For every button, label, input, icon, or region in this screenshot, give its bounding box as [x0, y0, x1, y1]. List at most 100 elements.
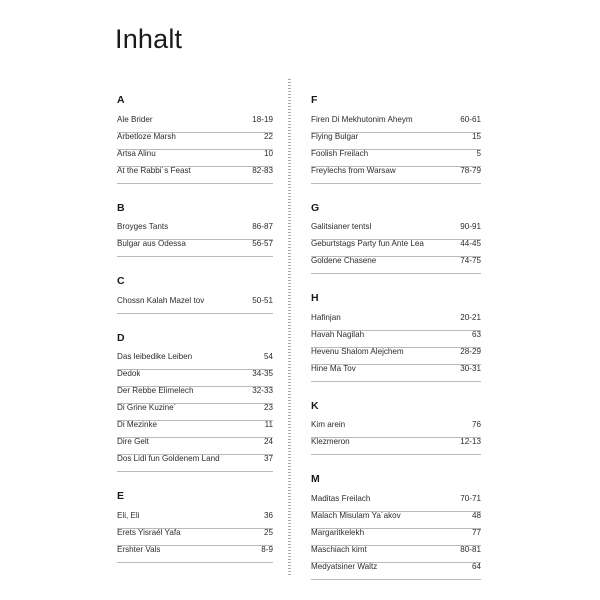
toc-section-c: C Chossn Kalah Mazel tov 50-51: [117, 276, 273, 314]
toc-entry-page-number: 76: [471, 421, 481, 429]
toc-entry-page-number: 82-83: [252, 166, 273, 175]
toc-entry[interactable]: Eli, Eli 36: [117, 512, 273, 529]
toc-entry[interactable]: Maditas Freilach 70-71: [311, 495, 481, 512]
page-title: Inhalt: [115, 24, 183, 54]
toc-entry-page-number: 34-35: [252, 370, 273, 378]
toc-entry[interactable]: Ershter Vals 8-9: [117, 546, 273, 563]
toc-entry-page-number: 63: [471, 330, 481, 339]
toc-entry[interactable]: Chossn Kalah Mazel tov 50-51: [117, 297, 273, 314]
toc-entry[interactable]: Havah Nagilah 63: [311, 331, 481, 348]
toc-entry-page-number: 80-81: [460, 545, 481, 554]
toc-entry[interactable]: Margaritkelekh 77: [311, 529, 481, 546]
toc-entry-title: Flying Bulgar: [311, 132, 359, 141]
toc-entry[interactable]: Goldene Chasene 74-75: [311, 257, 481, 274]
toc-section-m: M Maditas Freilach 70-71 Malach Misulam Ya´…: [311, 474, 481, 580]
toc-entry-page-number: 86-87: [252, 223, 273, 231]
toc-entry-title: Freylechs from Warsaw: [311, 166, 396, 175]
toc-entry-page-number: 54: [263, 353, 273, 361]
toc-entry-title: Hine Ma Tov: [311, 364, 356, 373]
toc-entry[interactable]: Galitsianer tentsl 90-91: [311, 223, 481, 240]
toc-entry-title: Hevenu Shalom Alejchem: [311, 347, 404, 356]
section-spacer: [311, 184, 481, 203]
toc-entry[interactable]: Klezmeron 12-13: [311, 438, 481, 455]
toc-entry-page-number: 48: [471, 511, 481, 520]
section-spacer: [311, 274, 481, 293]
toc-entry-page-number: 50-51: [252, 296, 273, 305]
toc-entry-title: Chossn Kalah Mazel tov: [117, 296, 205, 305]
toc-entry[interactable]: Dos Lidl fun Goldenem Land 37: [117, 455, 273, 472]
section-spacer: [117, 314, 273, 333]
toc-entry-page-number: 24: [263, 438, 273, 446]
toc-entry[interactable]: Firen Di Mekhutonim Aheym 60-61: [311, 116, 481, 133]
toc-entry-page-number: 15: [471, 132, 481, 141]
toc-column-right: F Firen Di Mekhutonim Aheym 60-61 Flying Bu…: [311, 95, 481, 580]
toc-entry-title: Klezmeron: [311, 438, 350, 446]
toc-entry-title: Der Rebbe Elimelech: [117, 387, 194, 395]
toc-entry-title: Di Grine Kuzine´: [117, 404, 177, 412]
toc-entry-title: Medyatsiner Waltz: [311, 562, 378, 571]
toc-entry-title: Maschiach kimt: [311, 545, 367, 554]
toc-entry[interactable]: Artsa Alinu 10: [117, 150, 273, 167]
toc-entry-title: Arbetloze Marsh: [117, 132, 176, 141]
section-letter-heading: M: [311, 473, 321, 485]
toc-entry[interactable]: At the Rabbi´s Feast 82-83: [117, 167, 273, 184]
toc-entry-title: Broyges Tants: [117, 223, 169, 231]
toc-entry-title: Foolish Freilach: [311, 149, 369, 158]
toc-entry[interactable]: Bulgar aus Odessa 56-57: [117, 240, 273, 257]
toc-entry-page-number: 56-57: [252, 240, 273, 248]
toc-entry-page-number: 64: [471, 562, 481, 571]
toc-entry[interactable]: Freylechs from Warsaw 78-79: [311, 167, 481, 184]
toc-entry-title: Hafinjan: [311, 313, 341, 322]
toc-entry[interactable]: Das leibedike Leiben 54: [117, 353, 273, 370]
section-letter-heading: C: [117, 275, 125, 287]
toc-entry-page-number: 23: [263, 404, 273, 412]
section-letter-heading: D: [117, 331, 125, 344]
toc-entry[interactable]: Hevenu Shalom Alejchem 28-29: [311, 348, 481, 365]
toc-entry-title: Firen Di Mekhutonim Aheym: [311, 115, 413, 124]
toc-section-f: F Firen Di Mekhutonim Aheym 60-61 Flying Bu…: [311, 95, 481, 184]
toc-entry[interactable]: Broyges Tants 86-87: [117, 223, 273, 240]
toc-entry[interactable]: Kim arein 76: [311, 421, 481, 438]
section-letter-heading: F: [311, 94, 318, 106]
toc-section-g: G Galitsianer tentsl 90-91 Geburtstags Part…: [311, 201, 481, 274]
toc-entry[interactable]: Dedok 34-35: [117, 370, 273, 387]
toc-section-h: H Hafinjan 20-21 Havah Nagilah 63 Hevenu Shal…: [311, 293, 481, 382]
toc-entry-page-number: 36: [263, 511, 273, 520]
toc-entry-page-number: 37: [263, 455, 273, 463]
toc-entry-page-number: 5: [476, 149, 481, 158]
toc-entry[interactable]: Geburtstags Party fun Ante Lea 44-45: [311, 240, 481, 257]
toc-entry[interactable]: Der Rebbe Elimelech 32-33: [117, 387, 273, 404]
toc-entry-title: Kim arein: [311, 421, 346, 429]
toc-section-a: A Ale Brider 18-19 Arbetloze Marsh 22 Artsa A…: [117, 95, 273, 184]
section-letter-heading: H: [311, 292, 319, 304]
toc-section-b: B Broyges Tants 86-87 Bulgar aus Odessa 56-5…: [117, 202, 273, 257]
toc-entry[interactable]: Di Mezinke 11: [117, 421, 273, 438]
toc-entry-title: Galitsianer tentsl: [311, 223, 372, 231]
toc-entry[interactable]: Flying Bulgar 15: [311, 133, 481, 150]
toc-entry[interactable]: Maschiach kimt 80-81: [311, 546, 481, 563]
section-spacer: [311, 455, 481, 474]
toc-entry[interactable]: Erets Yisraél Yafa 25: [117, 529, 273, 546]
toc-entry[interactable]: Hafinjan 20-21: [311, 314, 481, 331]
toc-entry[interactable]: Foolish Freilach 5: [311, 150, 481, 167]
section-letter-heading: E: [117, 490, 125, 502]
toc-section-e: E Eli, Eli 36 Erets Yisraél Yafa 25 Ershter V…: [117, 491, 273, 563]
toc-entry[interactable]: Dire Gelt 24: [117, 438, 273, 455]
toc-entry[interactable]: Arbetloze Marsh 22: [117, 133, 273, 150]
section-letter-heading: A: [117, 94, 125, 106]
toc-column-left: A Ale Brider 18-19 Arbetloze Marsh 22 Artsa A…: [117, 95, 273, 563]
toc-entry[interactable]: Ale Brider 18-19: [117, 116, 273, 133]
section-letter-heading: G: [311, 201, 320, 214]
toc-entry-title: Dire Gelt: [117, 438, 149, 446]
toc-entry-title: Geburtstags Party fun Ante Lea: [311, 240, 424, 248]
toc-entry-title: Goldene Chasene: [311, 257, 377, 265]
section-spacer: [117, 184, 273, 203]
toc-entry[interactable]: Hine Ma Tov 30-31: [311, 365, 481, 382]
toc-entry[interactable]: Malach Misulam Ya´akov 48: [311, 512, 481, 529]
toc-entry-title: Margaritkelekh: [311, 528, 365, 537]
toc-entry[interactable]: Di Grine Kuzine´ 23: [117, 404, 273, 421]
toc-entry-title: Das leibedike Leiben: [117, 353, 193, 361]
toc-entry[interactable]: Medyatsiner Waltz 64: [311, 563, 481, 580]
toc-entry-page-number: 28-29: [460, 347, 481, 356]
